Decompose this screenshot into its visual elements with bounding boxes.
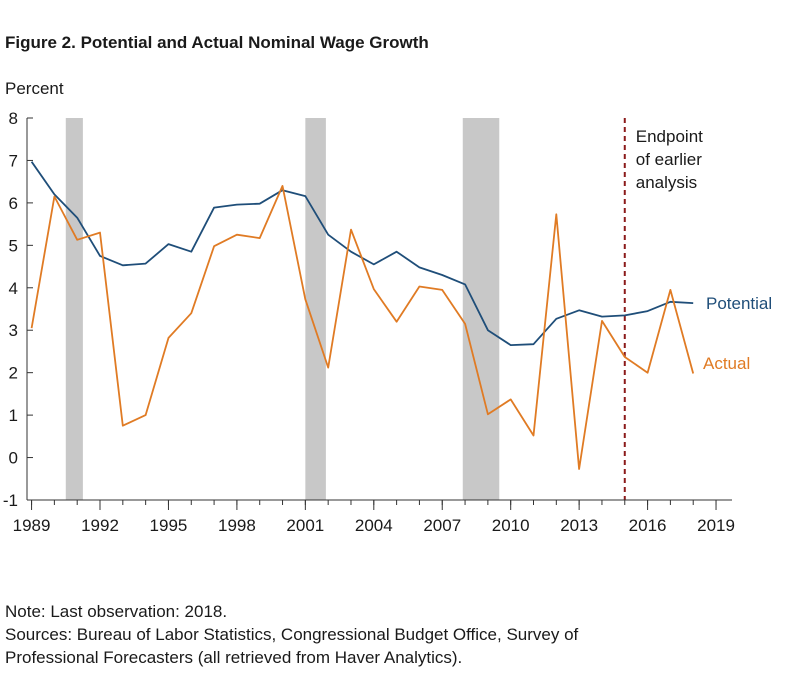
chart-note: Note: Last observation: 2018. Sources: B… bbox=[5, 600, 578, 669]
y-tick-label: 3 bbox=[9, 321, 18, 340]
series-label-actual: Actual bbox=[703, 354, 750, 373]
x-tick-label: 1995 bbox=[150, 516, 188, 535]
sources-line: Sources: Bureau of Labor Statistics, Con… bbox=[5, 625, 579, 644]
x-tick-label: 1998 bbox=[218, 516, 256, 535]
x-tick-label: 2007 bbox=[423, 516, 461, 535]
axes: -1 0 1 2 3 4 5 6 7 8 1989 1992 1995 1998 2001 2004 2007 2… bbox=[3, 79, 735, 535]
y-tick-label: -1 bbox=[3, 491, 18, 510]
x-tick-label: 2019 bbox=[697, 516, 735, 535]
recession-bar bbox=[462, 118, 500, 500]
line-chart: -1 0 1 2 3 4 5 6 7 8 1989 1992 1995 1998 2001 2004 2007 2… bbox=[3, 79, 772, 535]
y-tick-label: 8 bbox=[9, 109, 18, 128]
figure-title: Figure 2. Potential and Actual Nominal W… bbox=[5, 33, 429, 52]
endpoint-label-line: analysis bbox=[636, 173, 697, 192]
recession-bar bbox=[65, 118, 83, 500]
series-lines bbox=[30, 161, 695, 470]
recession-bar bbox=[305, 118, 326, 500]
note-line: Note: Last observation: 2018. bbox=[5, 602, 228, 621]
series-line-actual bbox=[30, 184, 695, 470]
endpoint-label-line: Endpoint bbox=[636, 127, 703, 146]
y-tick-label: 5 bbox=[9, 236, 18, 255]
x-tick-label: 2016 bbox=[629, 516, 667, 535]
series-line-potential bbox=[30, 161, 694, 347]
y-axis-label: Percent bbox=[5, 79, 64, 98]
sources-line: Professional Forecasters (all retrieved … bbox=[5, 648, 463, 667]
x-tick-label: 2004 bbox=[355, 516, 393, 535]
y-tick-label: 2 bbox=[9, 364, 18, 383]
recession-shading bbox=[65, 118, 500, 500]
x-tick-label: 2013 bbox=[560, 516, 598, 535]
y-tick-label: 6 bbox=[9, 194, 18, 213]
y-tick-label: 1 bbox=[9, 406, 18, 425]
endpoint-label-line: of earlier bbox=[636, 150, 702, 169]
y-tick-label: 7 bbox=[9, 151, 18, 170]
series-label-potential: Potential bbox=[706, 294, 772, 313]
x-tick-label: 2010 bbox=[492, 516, 530, 535]
x-tick-label: 1992 bbox=[81, 516, 119, 535]
annotations: Endpoint of earlier analysis Potential Actua… bbox=[636, 127, 772, 373]
x-tick-label: 2001 bbox=[286, 516, 324, 535]
x-tick-label: 1989 bbox=[13, 516, 51, 535]
y-tick-label: 4 bbox=[9, 279, 18, 298]
y-tick-label: 0 bbox=[9, 449, 18, 468]
